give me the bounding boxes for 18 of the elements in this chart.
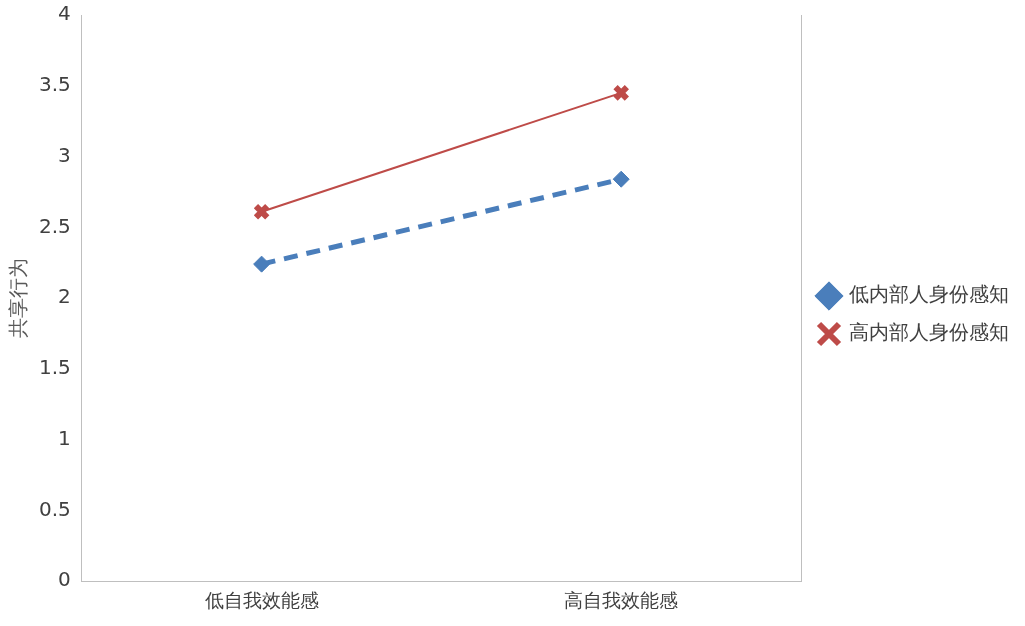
y-tick-label: 3.5 xyxy=(38,71,71,96)
point xyxy=(612,84,630,102)
y-tick-label: 0 xyxy=(58,567,71,592)
y-tick-label: 1 xyxy=(58,425,71,450)
y-axis-title: 共享行为 xyxy=(6,258,31,339)
legend-label: 高内部人身份感知 xyxy=(849,320,1009,345)
y-tick-label: 0.5 xyxy=(38,496,71,521)
y-tick-label: 2 xyxy=(58,284,71,309)
point xyxy=(253,255,271,273)
x-tick-label: 高自我效能感 xyxy=(564,588,679,611)
legend-label: 低内部人身份感知 xyxy=(849,282,1009,307)
y-tick-label: 3 xyxy=(58,142,71,167)
y-tick-label: 2.5 xyxy=(38,213,71,238)
x-tick-label: 低自我效能感 xyxy=(204,588,319,611)
point xyxy=(252,203,271,221)
point xyxy=(612,170,630,188)
y-tick-label: 1.5 xyxy=(38,355,71,380)
y-tick-label: 4 xyxy=(58,1,71,26)
